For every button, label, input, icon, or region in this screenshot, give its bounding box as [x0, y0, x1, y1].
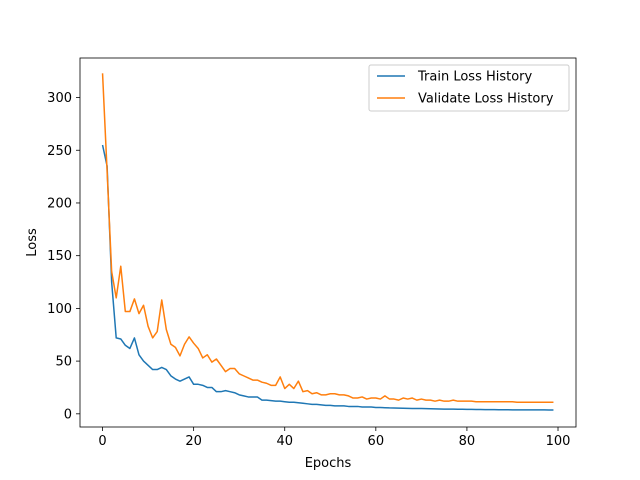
y-tick-label: 0	[64, 407, 72, 422]
y-tick-label: 250	[47, 144, 72, 159]
y-tick-label: 200	[47, 196, 72, 211]
y-axis: 0 50 100 150 200 250 300	[47, 91, 80, 422]
x-tick-label: 60	[368, 434, 385, 449]
x-tick-label: 0	[98, 434, 106, 449]
x-tick-label: 80	[459, 434, 476, 449]
series-line-2	[101, 73, 554, 403]
x-tick-label: 100	[546, 434, 571, 449]
y-tick-label: 150	[47, 249, 72, 264]
legend-entry: Validate Loss History	[418, 92, 554, 107]
legend-box	[368, 64, 570, 112]
x-axis: 0 20 40 60 80 100	[98, 427, 570, 449]
y-tick-label: 50	[55, 355, 72, 370]
x-tick-label: 20	[185, 434, 202, 449]
series-layer	[101, 73, 554, 411]
series-line-1	[101, 144, 554, 411]
plot-area	[79, 57, 577, 428]
legend: Train Loss History Validate Loss History	[368, 64, 570, 112]
x-axis-label: Epochs	[305, 456, 352, 471]
legend-entry: Train Loss History	[417, 70, 533, 85]
y-axis-label: Loss	[25, 228, 40, 257]
y-tick-label: 300	[47, 91, 72, 106]
y-tick-label: 100	[47, 302, 72, 317]
x-tick-label: 40	[276, 434, 293, 449]
